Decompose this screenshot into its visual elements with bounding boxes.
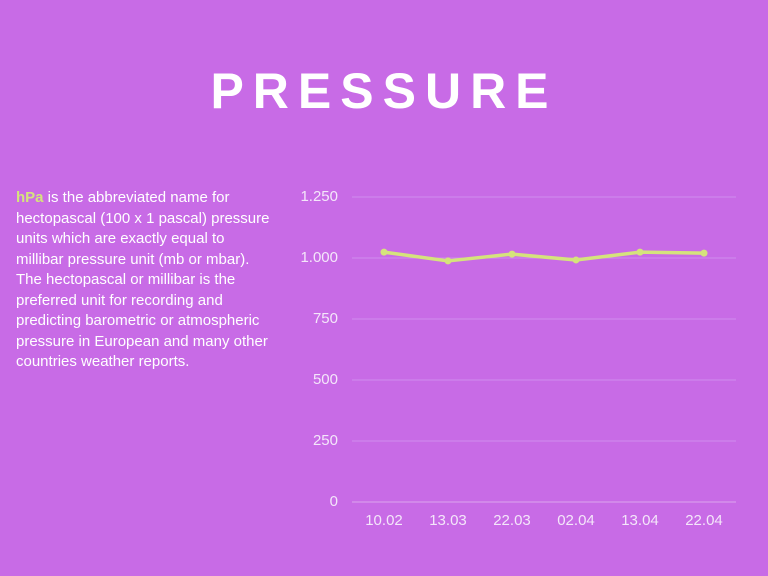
point [700,249,708,257]
x-tick-label: 22.03 [493,512,531,529]
x-tick-label: 10.02 [365,512,403,529]
y-tick-label: 1.250 [300,188,338,205]
x-tick-label: 02.04 [557,512,595,529]
y-tick-label: 750 [313,310,338,327]
y-tick-label: 0 [330,493,338,510]
point [508,250,516,258]
description: hPa is the abbreviated name for hectopas… [16,188,274,373]
page-title: PRESSURE [210,63,558,119]
description-text: is the abbreviated name for hectopascal … [16,189,270,370]
y-tick-label: 1.000 [300,249,338,266]
y-tick-label: 250 [313,432,338,449]
x-tick-label: 22.04 [685,512,723,529]
x-tick-label: 13.04 [621,512,659,529]
point [444,257,452,265]
highlight: hPa [16,189,44,206]
point [636,248,644,256]
point [380,248,388,256]
line [383,250,705,263]
x-tick-label: 13.03 [429,512,467,529]
y-tick-label: 500 [313,371,338,388]
point [572,256,580,264]
